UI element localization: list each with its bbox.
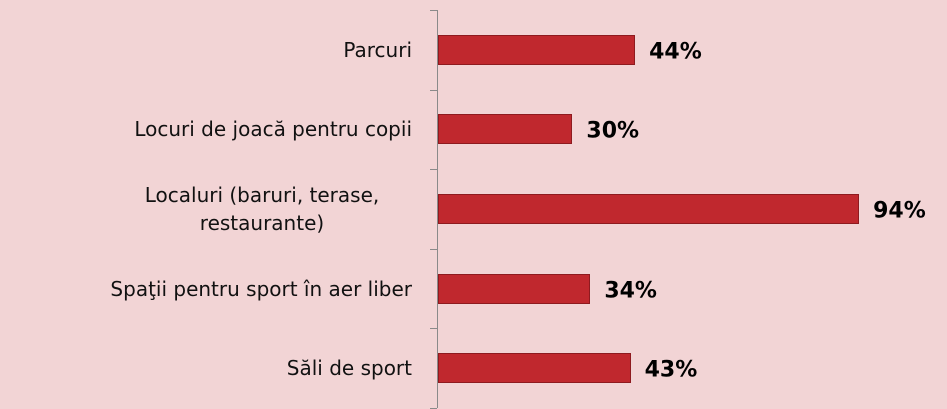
bar: [438, 353, 631, 384]
category-label: Localuri (baruri, terase, restaurante): [144, 183, 380, 235]
category-label: Săli de sport: [286, 356, 412, 381]
value-label: 30%: [586, 118, 640, 144]
category-label: Spaţii pentru sport în aer liber: [110, 276, 412, 301]
category-tick: [430, 328, 437, 330]
category-label: Parcuri: [343, 37, 412, 62]
bar: [438, 34, 636, 65]
category-tick: [430, 169, 437, 171]
category-axis: [437, 10, 438, 408]
bar: [438, 114, 573, 145]
bar: [438, 194, 860, 224]
category-label: Locuri de joacă pentru copii: [134, 117, 412, 142]
value-label: 43%: [644, 357, 698, 383]
value-label: 94%: [873, 198, 926, 224]
bar: [438, 273, 591, 304]
value-label: 34%: [604, 278, 657, 304]
category-tick: [430, 248, 437, 250]
category-tick: [430, 10, 437, 11]
value-label: 44%: [649, 39, 702, 65]
category-tick: [430, 89, 437, 91]
